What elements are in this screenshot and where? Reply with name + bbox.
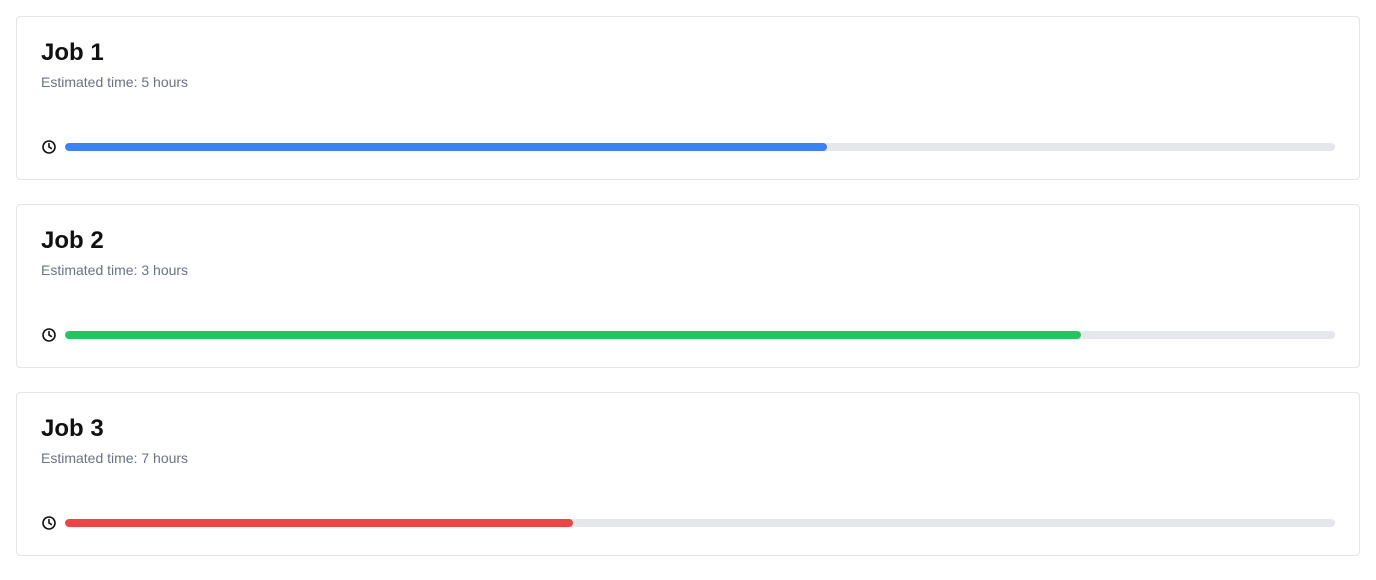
job-list: Job 1 Estimated time: 5 hours Job 2 Esti… bbox=[16, 16, 1360, 580]
clock-icon bbox=[42, 328, 56, 342]
job-card: Job 2 Estimated time: 3 hours bbox=[16, 204, 1360, 368]
job-title: Job 1 bbox=[41, 39, 104, 66]
job-title: Job 2 bbox=[41, 227, 104, 254]
job-progress bbox=[41, 139, 1335, 155]
progress-track bbox=[65, 331, 1335, 339]
job-progress bbox=[41, 327, 1335, 343]
job-title: Job 3 bbox=[41, 415, 104, 442]
job-estimated-time: Estimated time: 3 hours bbox=[41, 262, 189, 278]
clock-icon bbox=[42, 516, 56, 530]
job-estimated-time: Estimated time: 7 hours bbox=[41, 450, 189, 466]
job-estimated-time: Estimated time: 5 hours bbox=[41, 74, 189, 90]
job-card: Job 3 Estimated time: 7 hours bbox=[16, 392, 1360, 556]
job-progress bbox=[41, 515, 1335, 531]
progress-track bbox=[65, 143, 1335, 151]
progress-fill bbox=[65, 331, 1081, 339]
progress-fill bbox=[65, 143, 827, 151]
progress-track bbox=[65, 519, 1335, 527]
clock-icon bbox=[42, 140, 56, 154]
job-card: Job 1 Estimated time: 5 hours bbox=[16, 16, 1360, 180]
progress-fill bbox=[65, 519, 573, 527]
